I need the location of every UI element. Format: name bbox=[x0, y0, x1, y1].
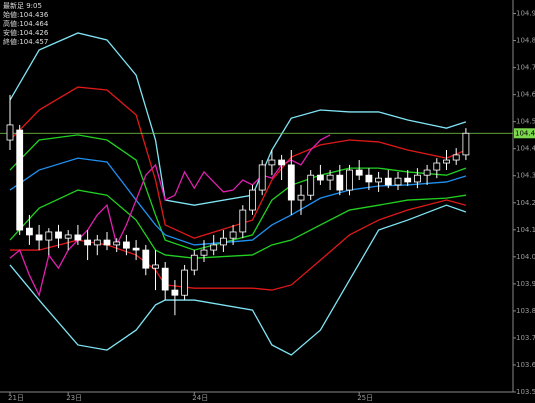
indicator-line bbox=[9, 204, 467, 356]
candle-body bbox=[326, 174, 334, 181]
candle-body bbox=[142, 249, 150, 269]
candle-body bbox=[249, 189, 256, 211]
candle-body bbox=[132, 247, 140, 251]
candle-body bbox=[45, 231, 53, 241]
candle-body bbox=[404, 177, 412, 183]
candle-body bbox=[384, 177, 392, 186]
candle-body bbox=[229, 231, 237, 239]
candle-body bbox=[84, 239, 91, 246]
candle-body bbox=[55, 231, 62, 239]
y-tick-label: 104.100 bbox=[516, 226, 535, 234]
x-tick-label: 23日 bbox=[66, 394, 82, 402]
indicator-line bbox=[9, 134, 467, 251]
candle-body bbox=[268, 159, 276, 166]
x-tick-label: 25日 bbox=[357, 394, 373, 402]
y-tick-label: 104.000 bbox=[516, 253, 535, 261]
x-tick-label: 24日 bbox=[192, 394, 208, 402]
y-tick-label: 103.600 bbox=[516, 361, 535, 369]
indicator-line bbox=[9, 189, 466, 259]
y-tick-label: 104.800 bbox=[516, 37, 535, 45]
candle-body bbox=[287, 164, 295, 201]
last-price-box bbox=[514, 128, 535, 139]
y-tick-label: 104.500 bbox=[516, 118, 535, 126]
candle-body bbox=[278, 159, 286, 166]
y-tick-label: 104.400 bbox=[516, 145, 535, 153]
candle-body bbox=[35, 234, 43, 241]
candle-body bbox=[181, 269, 189, 296]
candle-body bbox=[161, 267, 169, 291]
candle-body bbox=[200, 249, 208, 256]
candle-body bbox=[152, 264, 159, 269]
candle-body bbox=[462, 132, 470, 156]
candle-body bbox=[316, 174, 324, 181]
indicator-line bbox=[9, 86, 467, 239]
candle-body bbox=[239, 209, 247, 233]
candle-body bbox=[297, 194, 305, 201]
x-tick-label: 21日 bbox=[8, 394, 24, 402]
y-tick-label: 103.800 bbox=[516, 307, 535, 315]
candle-body bbox=[64, 234, 72, 239]
candle-body bbox=[25, 227, 33, 236]
y-tick-label: 103.500 bbox=[516, 388, 535, 396]
info-line: 安値:104.426 bbox=[3, 28, 49, 37]
candle-body bbox=[6, 124, 14, 141]
info-title: 最新足 9:05 bbox=[3, 1, 42, 10]
y-tick-label: 104.600 bbox=[516, 91, 535, 99]
candle-body bbox=[74, 234, 82, 241]
candle-body bbox=[123, 241, 130, 249]
info-line: 終値:104.457 bbox=[3, 37, 48, 46]
y-tick-label: 104.200 bbox=[516, 199, 535, 207]
candle-body bbox=[258, 164, 266, 191]
last-price-label: 104.457 bbox=[515, 129, 535, 137]
y-tick-label: 104.700 bbox=[516, 64, 535, 72]
candle-body bbox=[346, 169, 353, 191]
y-tick-label: 104.900 bbox=[516, 10, 535, 18]
candle-body bbox=[452, 154, 460, 161]
candle-body bbox=[103, 239, 111, 246]
info-line: 高値:104.464 bbox=[3, 19, 49, 28]
y-tick-label: 103.900 bbox=[516, 280, 535, 288]
candle-body bbox=[433, 162, 441, 171]
candle-body bbox=[423, 169, 431, 176]
candle-body bbox=[365, 174, 373, 183]
candle-body bbox=[355, 169, 363, 176]
indicator-line bbox=[9, 134, 331, 298]
candle-body bbox=[219, 237, 227, 246]
candle-body bbox=[394, 177, 402, 186]
candle-body bbox=[375, 177, 383, 183]
candle-body bbox=[113, 241, 121, 246]
candle-body bbox=[190, 254, 198, 271]
candle-body bbox=[210, 244, 218, 251]
y-tick-label: 103.700 bbox=[516, 334, 535, 342]
info-line: 始値:104.436 bbox=[3, 10, 49, 19]
candle-body bbox=[93, 239, 101, 246]
candle-body bbox=[413, 174, 421, 183]
candle-body bbox=[336, 174, 344, 191]
y-tick-label: 104.300 bbox=[516, 172, 535, 180]
candle-body bbox=[16, 129, 24, 231]
candle-body bbox=[443, 159, 450, 164]
candle-body bbox=[171, 289, 179, 296]
candle-body bbox=[307, 174, 315, 196]
